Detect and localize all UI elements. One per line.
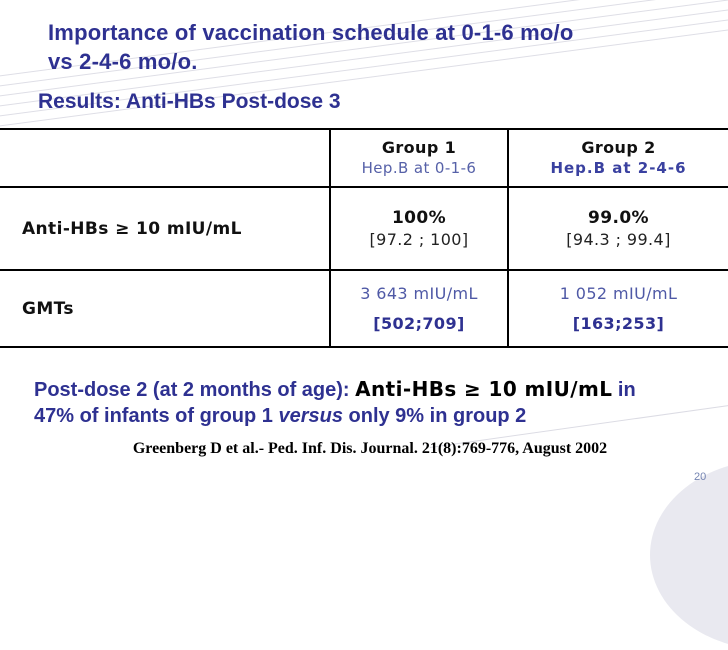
cell-group1-seroprotection: 100% [97.2 ; 100] xyxy=(329,186,508,271)
slide-subtitle: Results: Anti-HBs Post-dose 3 xyxy=(38,90,341,113)
group1-seroprotection-value: 100% xyxy=(391,207,447,228)
group1-gmt-value: 3 643 mIU/mL xyxy=(360,283,478,303)
group1-name: Group 1 xyxy=(381,138,457,157)
conclusion-line2-tail: only 9% in group 2 xyxy=(342,405,527,427)
slide-title-line1: Importance of vaccination schedule at 0-… xyxy=(48,20,574,45)
table-row-seroprotection: Anti-HBs ≥ 10 mIU/mL 100% [97.2 ; 100] 9… xyxy=(0,186,728,271)
group1-schedule: Hep.B at 0-1-6 xyxy=(361,159,477,177)
table-header-group2: Group 2 Hep.B at 2-4-6 xyxy=(507,128,728,188)
conclusion-text: Post-dose 2 (at 2 months of age): Anti-H… xyxy=(34,376,710,429)
group2-seroprotection-value: 99.0% xyxy=(588,207,649,228)
table-header-empty-cell xyxy=(0,128,330,188)
cell-group2-gmt: 1 052 mIU/mL [163;253] xyxy=(507,269,728,348)
conclusion-line1: Post-dose 2 (at 2 months of age): Anti-H… xyxy=(34,376,710,403)
group2-seroprotection-ci: [94.3 ; 99.4] xyxy=(566,229,671,249)
row-label-anti-hbs: Anti-HBs ≥ 10 mIU/mL xyxy=(0,186,330,271)
conclusion-line2-lead: 47% of infants of group 1 xyxy=(34,405,279,427)
page-number: 20 xyxy=(694,471,707,483)
slide-title-line2: vs 2-4-6 mo/o. xyxy=(48,49,198,74)
table-row-gmts: GMTs 3 643 mIU/mL [502;709] 1 052 mIU/mL… xyxy=(0,269,728,348)
table-header-group1: Group 1 Hep.B at 0-1-6 xyxy=(329,128,508,188)
group2-gmt-ci: [163;253] xyxy=(572,313,665,333)
cell-group1-gmt: 3 643 mIU/mL [502;709] xyxy=(329,269,508,348)
conclusion-line2: 47% of infants of group 1 versus only 9%… xyxy=(34,403,710,429)
group2-name: Group 2 xyxy=(581,138,656,157)
group1-seroprotection-ci: [97.2 ; 100] xyxy=(369,229,469,249)
row-label-gmts: GMTs xyxy=(0,269,330,348)
conclusion-lead: Post-dose 2 (at 2 months of age): xyxy=(34,379,356,401)
corner-ellipse-decoration xyxy=(650,460,728,650)
group1-gmt-ci: [502;709] xyxy=(373,313,465,333)
citation: Greenberg D et al.- Ped. Inf. Dis. Journ… xyxy=(132,440,608,457)
conclusion-highlight: Anti-HBs ≥ 10 mIU/mL xyxy=(355,377,613,401)
conclusion-line1-tail: in xyxy=(612,379,636,401)
table-header-row: Group 1 Hep.B at 0-1-6 Group 2 Hep.B at … xyxy=(0,128,728,188)
group2-schedule: Hep.B at 2-4-6 xyxy=(550,159,687,177)
slide-title: Importance of vaccination schedule at 0-… xyxy=(48,18,708,76)
group2-gmt-value: 1 052 mIU/mL xyxy=(559,283,678,303)
results-table: Group 1 Hep.B at 0-1-6 Group 2 Hep.B at … xyxy=(0,128,728,348)
cell-group2-seroprotection: 99.0% [94.3 ; 99.4] xyxy=(507,186,728,271)
conclusion-emphasis: versus xyxy=(278,405,343,427)
